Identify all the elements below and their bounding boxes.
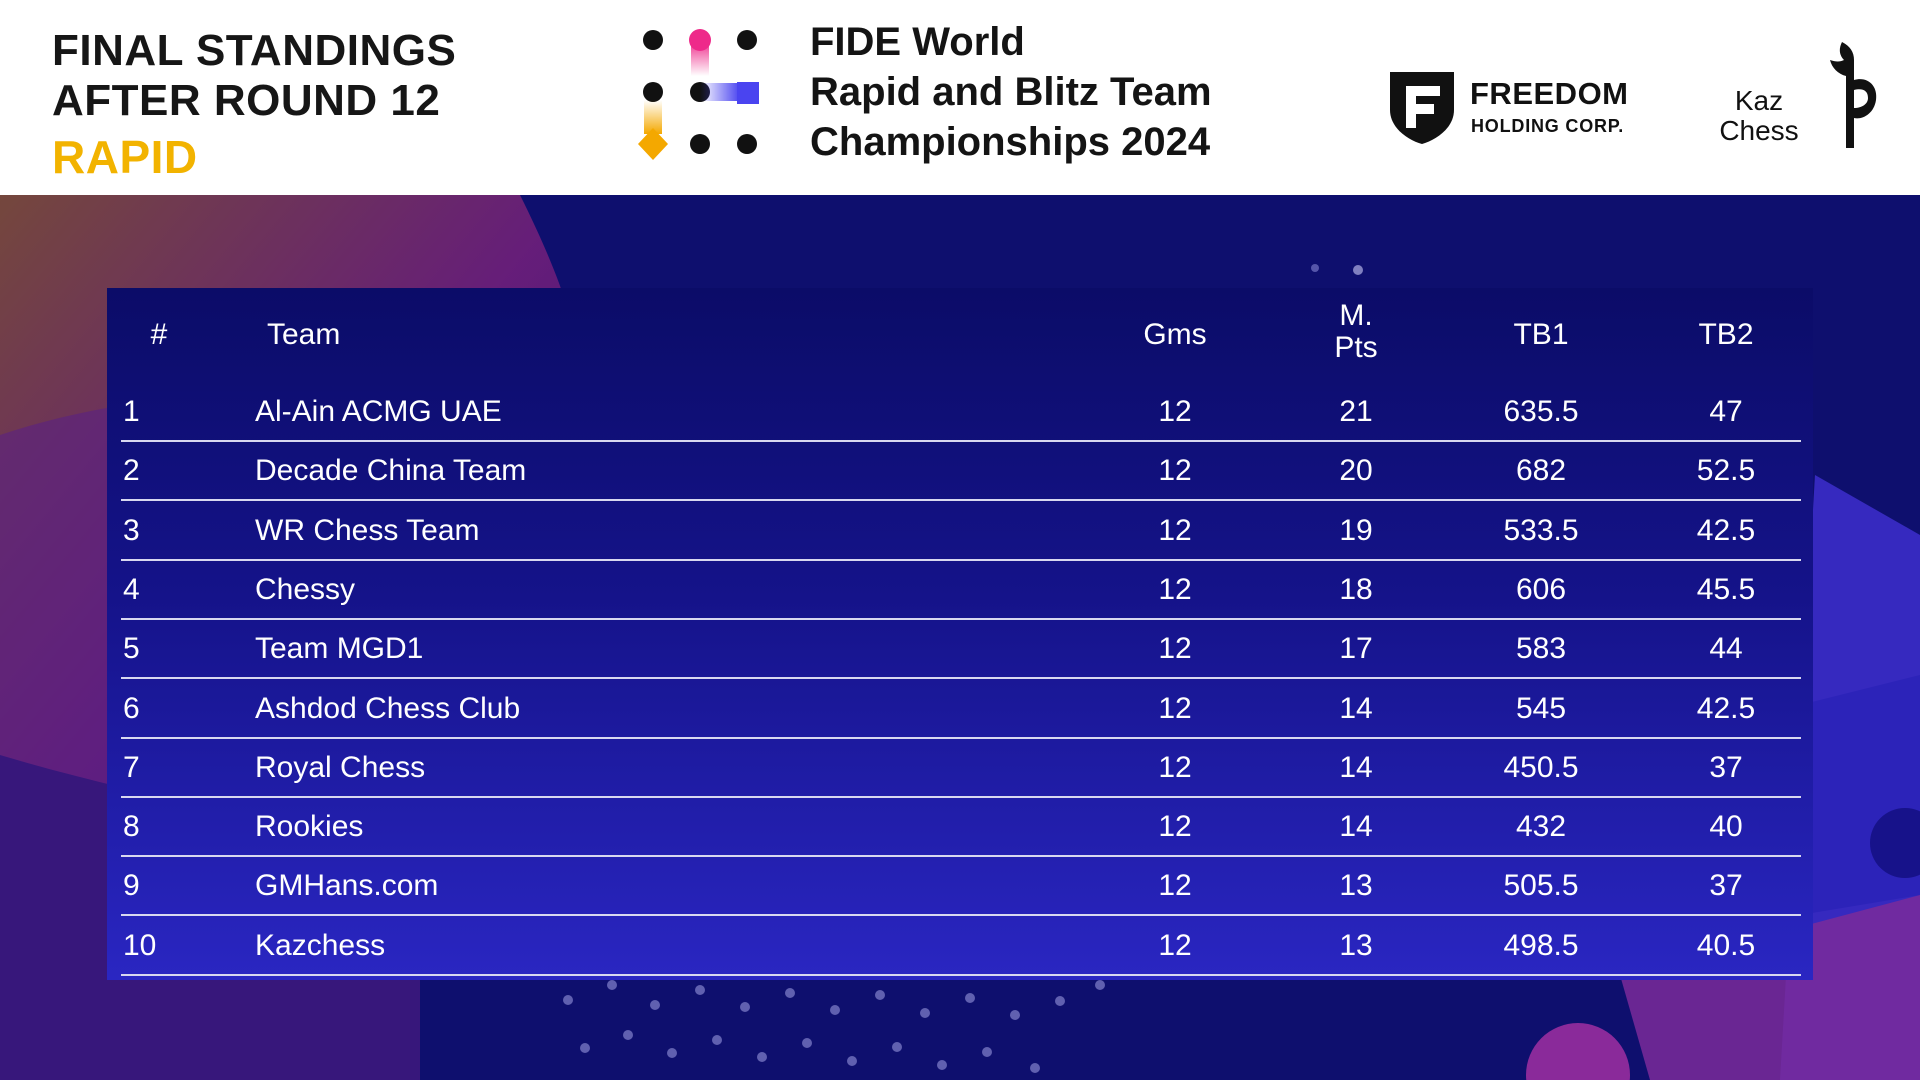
tiebreak1-cell: 606 (1515, 572, 1567, 606)
tiebreak2-cell: 40 (1709, 810, 1743, 844)
table-row: 5 Team MGD1 12 17 583 44 (121, 620, 1801, 680)
games-cell: 12 (1158, 454, 1192, 488)
games-cell: 12 (1158, 632, 1192, 666)
page-title-format: RAPID (52, 131, 198, 183)
rank-cell: 10 (123, 928, 157, 962)
sponsor-kazchess-wordmark: Kaz Chess (1706, 86, 1812, 146)
tiebreak2-cell: 47 (1709, 395, 1743, 428)
tiebreak2-cell: 40.5 (1696, 928, 1756, 962)
tiebreak2-cell: 37 (1709, 869, 1743, 903)
match-points-cell: 17 (1339, 632, 1373, 666)
col-header-mpts-line2: Pts (1334, 331, 1378, 364)
team-name-cell: Team MGD1 (255, 632, 424, 666)
sponsor-freedom-name: FREEDOM (1470, 76, 1629, 111)
rank-cell: 3 (123, 513, 140, 547)
tiebreak1-cell: 682 (1515, 454, 1567, 488)
games-cell: 12 (1158, 869, 1192, 903)
col-header-tb1: TB1 (1513, 318, 1569, 351)
tiebreak2-cell: 44 (1709, 632, 1743, 666)
rank-cell: 4 (123, 572, 140, 606)
team-name-cell: Ashdod Chess Club (255, 691, 521, 725)
team-name-cell: Decade China Team (255, 454, 527, 488)
rank-cell: 1 (123, 395, 140, 428)
tiebreak2-cell: 37 (1709, 750, 1743, 784)
match-points-cell: 20 (1339, 454, 1373, 488)
games-cell: 12 (1158, 810, 1192, 844)
tiebreak1-cell: 498.5 (1503, 928, 1579, 962)
kazchess-line1: Kaz (1734, 85, 1784, 116)
table-row: 6 Ashdod Chess Club 12 14 545 42.5 (121, 680, 1801, 739)
kazchess-line2: Chess (1719, 115, 1799, 146)
games-cell: 12 (1158, 572, 1192, 606)
rank-cell: 8 (123, 810, 140, 844)
table-row: 10 Kazchess 12 13 498.5 40.5 (121, 917, 1801, 976)
page-title-line1: FINAL STANDINGS (52, 26, 457, 75)
rank-cell: 6 (123, 691, 140, 725)
games-cell: 12 (1158, 513, 1192, 547)
tiebreak1-cell: 583 (1515, 632, 1567, 666)
page-title-line2: AFTER ROUND 12 (52, 76, 441, 125)
freedom-shield-logo-icon (1390, 72, 1454, 144)
match-points-cell: 14 (1339, 810, 1373, 844)
fide-event-logo-icon (638, 29, 759, 160)
event-title-line2: Rapid and Blitz Team (810, 70, 1212, 114)
table-row: 2 Decade China Team 12 20 682 52.5 (121, 442, 1801, 502)
header-bar: FINAL STANDINGS AFTER ROUND 12 RAPID (0, 0, 1920, 195)
table-row: 9 GMHans.com 12 13 505.5 37 (121, 857, 1801, 917)
sponsor-freedom-subtitle: HOLDING CORP. (1471, 116, 1625, 136)
team-name-cell: Kazchess (255, 928, 386, 962)
table-row: 4 Chessy 12 18 606 45.5 (121, 561, 1801, 620)
table-row: 8 Rookies 12 14 432 40 (121, 798, 1801, 858)
tiebreak1-cell: 635.5 (1503, 395, 1579, 428)
tiebreak1-cell: 450.5 (1503, 750, 1579, 784)
event-title-line3: Championships 2024 (810, 120, 1211, 164)
tiebreak1-cell: 533.5 (1503, 513, 1579, 547)
standings-table: # Team Gms M. Pts TB1 TB2 1 Al-Ain ACMG U… (107, 288, 1813, 980)
table-row: 3 WR Chess Team 12 19 533.5 42.5 (121, 502, 1801, 561)
tiebreak2-cell: 42.5 (1696, 513, 1756, 547)
games-cell: 12 (1158, 395, 1192, 428)
tiebreak1-cell: 432 (1515, 810, 1567, 844)
col-header-rank: # (150, 318, 168, 351)
table-row: 1 Al-Ain ACMG UAE 12 21 635.5 47 (121, 383, 1801, 442)
tiebreak2-cell: 52.5 (1696, 454, 1756, 488)
games-cell: 12 (1158, 691, 1192, 725)
rank-cell: 7 (123, 750, 140, 784)
match-points-cell: 18 (1339, 572, 1373, 606)
team-name-cell: Chessy (255, 572, 356, 606)
col-header-gms: Gms (1143, 318, 1207, 351)
match-points-cell: 13 (1339, 928, 1373, 962)
rank-cell: 2 (123, 454, 140, 488)
col-header-mpts: M. Pts (1306, 300, 1406, 364)
tiebreak1-cell: 505.5 (1503, 869, 1579, 903)
rank-cell: 5 (123, 632, 140, 666)
table-row: 7 Royal Chess 12 14 450.5 37 (121, 739, 1801, 798)
games-cell: 12 (1158, 750, 1192, 784)
col-header-team: Team (267, 318, 341, 351)
event-title-line1: FIDE World (810, 20, 1025, 64)
match-points-cell: 14 (1339, 691, 1373, 725)
col-header-tb2: TB2 (1698, 318, 1754, 351)
match-points-cell: 13 (1339, 869, 1373, 903)
team-name-cell: Al-Ain ACMG UAE (255, 395, 502, 428)
team-name-cell: WR Chess Team (255, 513, 480, 547)
tiebreak2-cell: 42.5 (1696, 691, 1756, 725)
rank-cell: 9 (123, 869, 140, 903)
match-points-cell: 21 (1339, 395, 1373, 428)
match-points-cell: 14 (1339, 750, 1373, 784)
col-header-mpts-line1: M. (1339, 299, 1373, 332)
team-name-cell: GMHans.com (255, 869, 439, 903)
kazchess-knight-logo-icon (1830, 42, 1877, 148)
team-name-cell: Royal Chess (255, 750, 426, 784)
games-cell: 12 (1158, 928, 1192, 962)
match-points-cell: 19 (1339, 513, 1373, 547)
tiebreak2-cell: 45.5 (1696, 572, 1756, 606)
team-name-cell: Rookies (255, 810, 364, 844)
tiebreak1-cell: 545 (1515, 691, 1567, 725)
